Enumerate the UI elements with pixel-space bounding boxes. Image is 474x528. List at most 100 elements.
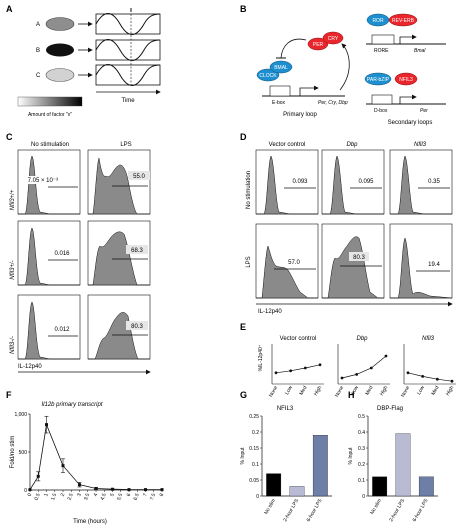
value-d-r1-dbp: 0.095: [358, 179, 374, 185]
panel-c-row-label-1: Nfil3+/+: [10, 189, 16, 210]
value-bg-c-r1-lps: [128, 171, 150, 180]
panel-d-row-label-2: LPS: [246, 256, 252, 267]
f-x-tick-label: 4.5: [100, 492, 108, 501]
e-tick-label: Low: [416, 385, 426, 396]
h-y-tick-label: 0.4: [358, 430, 365, 436]
h-y-tick-label: 0.5: [358, 414, 365, 420]
f-y-tick-label: 0: [24, 488, 27, 494]
g-y-tick-label: 0.2: [252, 430, 259, 436]
clock-node: [256, 68, 280, 82]
bmal-label: BMAL: [274, 65, 288, 71]
g-bar: [266, 473, 282, 497]
g-category-label: 2-hour LPS: [282, 497, 300, 522]
h-bar: [418, 476, 434, 497]
panel-h-letter: H: [348, 390, 355, 400]
panel-b-letter: B: [240, 4, 247, 14]
f-data-point: [144, 488, 147, 492]
f-x-tick-label: 6: [126, 492, 133, 497]
value-d-r1-vector: 0.093: [292, 179, 308, 185]
row-label-c: C: [36, 73, 41, 79]
e-tick-label: None: [268, 385, 279, 399]
panel-e-title-3: Nfil3: [422, 336, 435, 342]
g-y-tick-label: 0.15: [249, 446, 259, 452]
panel-b: B E-box Per, Cry, Dbp CLOCK BMAL PER CRY…: [240, 4, 446, 126]
panel-a-letter: A: [6, 4, 13, 14]
e-data-point: [450, 379, 454, 383]
e-data-point: [340, 376, 344, 380]
per-label: PER: [313, 42, 324, 48]
dbox-target-label: Per: [420, 108, 428, 114]
h-category-label: 6-hour LPS: [412, 497, 430, 522]
histogram-c-r3-nostim: [17, 294, 81, 360]
value-d-r1-nfil3: 0.35: [428, 179, 440, 185]
panel-f-title: Il12b primary transcript: [41, 402, 102, 408]
value-d-r2-dbp: 80.3: [353, 255, 365, 261]
h-category-label: No stim: [369, 498, 383, 516]
panel-g-title: NFIL3: [277, 406, 294, 412]
f-data-point: [36, 474, 40, 478]
panel-d-xlabel: IL-12p40: [258, 309, 282, 315]
f-x-tick-label: 4: [93, 492, 100, 497]
f-data-point: [28, 488, 32, 492]
factor-ellipse-a: [45, 17, 75, 31]
e-tick-label: Med: [298, 385, 308, 397]
f-data-point: [94, 486, 98, 490]
e-data-point: [274, 371, 278, 375]
ror-label: ROR: [372, 18, 384, 24]
e-data-point: [289, 369, 293, 373]
gradient-legend-label: Amount of factor "x": [28, 112, 72, 118]
g-y-tick-label: 0.1: [252, 462, 259, 468]
f-x-tick-label: 5: [109, 492, 116, 497]
f-data-point: [111, 487, 114, 491]
panel-g-plot: 0 0.05 0.1 0.15 0.2 0.25 No stim 2-hour LPS 6-ho…: [249, 414, 332, 523]
panel-c-row-label-3: Nfil3-/-: [10, 336, 16, 354]
f-x-tick-label: 1: [43, 492, 50, 497]
wave-a: [95, 13, 161, 35]
g-y-tick-label: 0.05: [249, 478, 259, 484]
f-x-tick-label: 2: [60, 492, 67, 497]
panel-d-col-title-2: Dbp: [346, 142, 358, 148]
value-bg-c-r1-nostim: [26, 176, 56, 184]
cry-node: [322, 31, 344, 45]
rore-label: RORE: [374, 48, 389, 54]
reverb-label: REV-ERB: [392, 18, 415, 24]
gradient-legend: [17, 96, 83, 107]
histogram-c-r1-lps: [87, 149, 151, 215]
f-x-tick-label: 3: [76, 492, 83, 497]
panel-d-col-title-1: Vector control: [269, 142, 306, 148]
f-y-tick-label: 500: [19, 450, 28, 456]
rore-promoter-arrow: [399, 34, 417, 44]
panel-h-title: DBP-Flag: [377, 406, 403, 412]
histogram-d-r1-vector: [255, 149, 319, 215]
histogram-d-r2-nfil3: [389, 223, 453, 299]
panel-g: G NFIL3 % Input 0 0.05 0.1 0.15 0.2 0.25 No st…: [240, 390, 332, 523]
value-c-r3-nostim: 0.012: [54, 327, 70, 333]
panel-c-xlabel: IL-12p40: [18, 364, 42, 370]
panel-a: A A B C Time Amount of factor "x": [6, 4, 161, 118]
g-category-label: No stim: [263, 498, 277, 516]
e-data-point: [318, 363, 322, 367]
translation-arrow: [339, 43, 350, 91]
nfil3-node: [394, 72, 418, 86]
e-tick-label: High: [313, 385, 323, 397]
e-tick-label: High: [379, 385, 389, 397]
value-bg-c-r2-lps: [126, 245, 148, 254]
dbox-element: [371, 94, 393, 105]
panel-c-col-title-2: LPS: [120, 142, 131, 148]
panel-d-row-label-1: No stimulation: [246, 171, 252, 209]
ebox-promoter-arrow: [299, 85, 319, 96]
wave-b: [95, 39, 161, 61]
panel-c-letter: C: [6, 132, 13, 142]
e-data-point: [406, 371, 410, 375]
panel-d-col-title-3: Nfil3: [414, 142, 427, 148]
value-c-r1-nostim: 7.05 × 10⁻³: [28, 178, 58, 184]
g-bar: [289, 486, 305, 497]
nfil3-label: NFIL3: [399, 77, 413, 83]
per-node: [307, 37, 329, 51]
h-y-tick-label: 0.2: [358, 462, 365, 468]
cry-label: CRY: [328, 36, 339, 42]
h-category-label: 2-hour LPS: [388, 497, 406, 522]
f-x-tick-label: 6.5: [133, 492, 141, 501]
bmal-node: [269, 60, 293, 74]
